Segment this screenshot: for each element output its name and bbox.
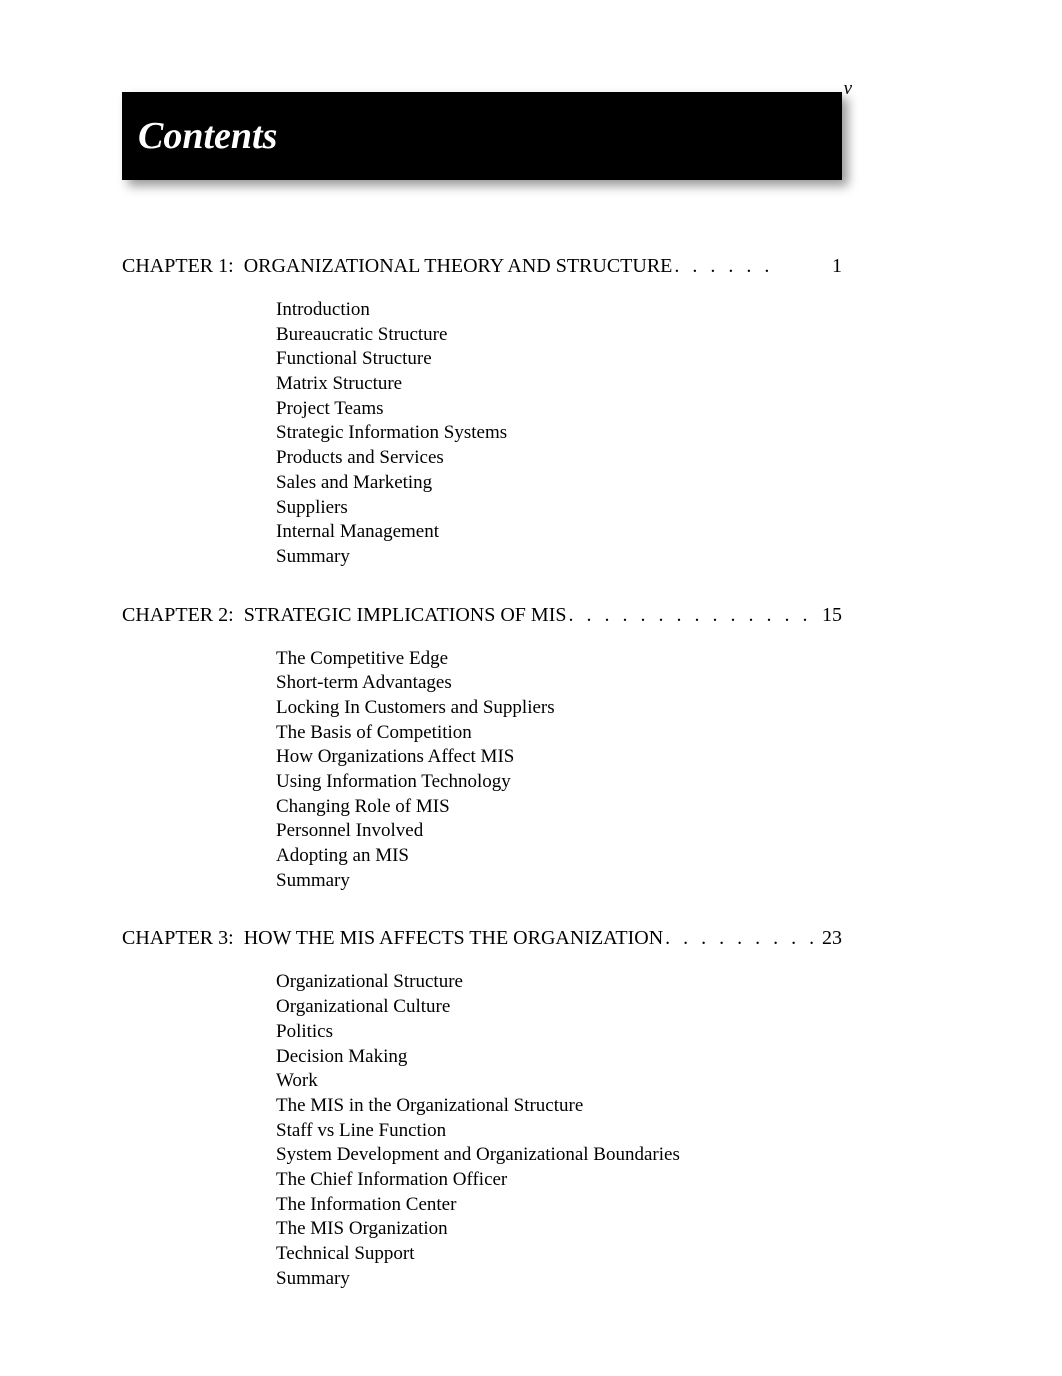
- topic-item: The MIS Organization: [276, 1217, 842, 1242]
- topic-item: Locking In Customers and Suppliers: [276, 696, 842, 721]
- topic-item: Changing Role of MIS: [276, 795, 842, 820]
- topic-item: System Development and Organizational Bo…: [276, 1143, 842, 1168]
- topic-item: Strategic Information Systems: [276, 421, 842, 446]
- chapter-block: CHAPTER 1: ORGANIZATIONAL THEORY AND STRU…: [122, 255, 842, 570]
- chapter-page: 15: [822, 604, 842, 627]
- topic-item: Summary: [276, 545, 842, 570]
- contents-list: CHAPTER 1: ORGANIZATIONAL THEORY AND STRU…: [122, 255, 842, 1325]
- leader-dots: . . . . . . . . . . . . . . . . . . . . …: [674, 255, 776, 278]
- chapter-title: ORGANIZATIONAL THEORY AND STRUCTURE: [244, 255, 673, 278]
- topic-list: Organizational StructureOrganizational C…: [276, 970, 842, 1291]
- topic-item: Using Information Technology: [276, 770, 842, 795]
- topic-item: Suppliers: [276, 496, 842, 521]
- topic-item: Bureaucratic Structure: [276, 323, 842, 348]
- topic-item: Adopting an MIS: [276, 844, 842, 869]
- topic-item: Decision Making: [276, 1045, 842, 1070]
- topic-item: Organizational Structure: [276, 970, 842, 995]
- topic-item: Work: [276, 1069, 842, 1094]
- topic-item: The Chief Information Officer: [276, 1168, 842, 1193]
- topic-item: Summary: [276, 869, 842, 894]
- chapter-heading: CHAPTER 1: ORGANIZATIONAL THEORY AND STRU…: [122, 255, 842, 278]
- chapter-block: CHAPTER 3: HOW THE MIS AFFECTS THE ORGANI…: [122, 927, 842, 1291]
- topic-item: The MIS in the Organizational Structure: [276, 1094, 842, 1119]
- leader-dots: . . . . . . . . . . . . . . . . . . . . …: [665, 927, 816, 950]
- chapter-heading: CHAPTER 3: HOW THE MIS AFFECTS THE ORGANI…: [122, 927, 842, 950]
- chapter-label: CHAPTER 3:: [122, 927, 234, 950]
- topic-item: The Information Center: [276, 1193, 842, 1218]
- topic-item: Technical Support: [276, 1242, 842, 1267]
- topic-item: Matrix Structure: [276, 372, 842, 397]
- topic-item: Summary: [276, 1267, 842, 1292]
- chapter-page: 1: [802, 255, 842, 278]
- topic-item: Internal Management: [276, 520, 842, 545]
- chapter-label: CHAPTER 2:: [122, 604, 234, 627]
- chapter-title: STRATEGIC IMPLICATIONS OF MIS: [244, 604, 567, 627]
- topic-item: The Competitive Edge: [276, 647, 842, 672]
- chapter-page: 23: [822, 927, 842, 950]
- topic-item: Introduction: [276, 298, 842, 323]
- chapter-block: CHAPTER 2: STRATEGIC IMPLICATIONS OF MIS.…: [122, 604, 842, 894]
- page-number: v: [844, 78, 852, 100]
- topic-item: Politics: [276, 1020, 842, 1045]
- chapter-title: HOW THE MIS AFFECTS THE ORGANIZATION: [244, 927, 663, 950]
- topic-item: Personnel Involved: [276, 819, 842, 844]
- topic-list: The Competitive EdgeShort-term Advantage…: [276, 647, 842, 894]
- leader-dots: . . . . . . . . . . . . . . . . . . . . …: [569, 604, 817, 627]
- topic-item: How Organizations Affect MIS: [276, 745, 842, 770]
- topic-item: Sales and Marketing: [276, 471, 842, 496]
- topic-item: Project Teams: [276, 397, 842, 422]
- topic-item: Staff vs Line Function: [276, 1119, 842, 1144]
- topic-list: IntroductionBureaucratic StructureFuncti…: [276, 298, 842, 570]
- topic-item: Functional Structure: [276, 347, 842, 372]
- page-title: Contents: [138, 114, 277, 158]
- topic-item: The Basis of Competition: [276, 721, 842, 746]
- topic-item: Short-term Advantages: [276, 671, 842, 696]
- topic-item: Organizational Culture: [276, 995, 842, 1020]
- chapter-label: CHAPTER 1:: [122, 255, 234, 278]
- title-bar: Contents: [122, 92, 842, 180]
- topic-item: Products and Services: [276, 446, 842, 471]
- chapter-heading: CHAPTER 2: STRATEGIC IMPLICATIONS OF MIS.…: [122, 604, 842, 627]
